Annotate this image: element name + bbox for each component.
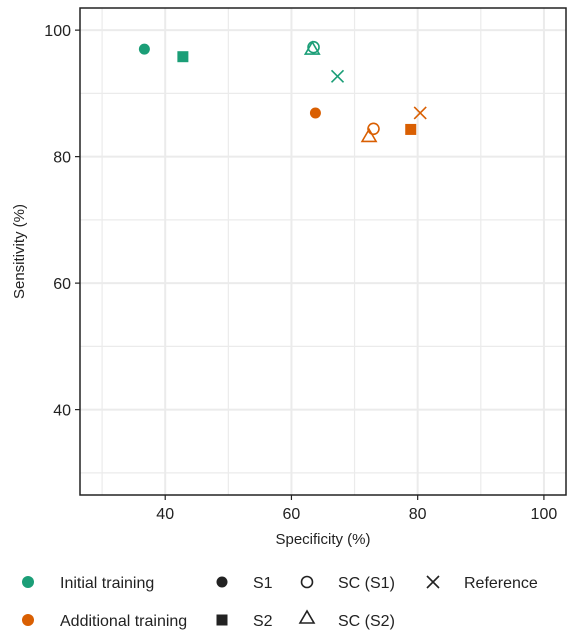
data-point	[307, 40, 320, 54]
legend-color-swatch	[22, 576, 34, 588]
x-tick-label: 100	[531, 506, 558, 523]
y-axis-title: Sensitivity (%)	[11, 204, 28, 299]
legend-shape-label: S1	[253, 575, 273, 592]
legend-shape-label: SC (S2)	[338, 613, 395, 630]
y-tick-label: 60	[53, 276, 71, 293]
legend-shape-label: Reference	[464, 575, 538, 592]
data-point	[360, 127, 378, 143]
legend-shape-swatch	[298, 609, 316, 624]
y-tick-label: 80	[53, 150, 71, 167]
legend-shape-swatch	[216, 614, 228, 626]
legend-color-swatch	[22, 614, 34, 626]
legend-shape-label: S2	[253, 613, 273, 630]
data-point	[309, 107, 321, 119]
x-axis-title: Specificity (%)	[275, 531, 370, 548]
data-point	[367, 122, 380, 136]
data-point	[303, 40, 321, 55]
legend-color-label: Additional training	[60, 613, 187, 630]
legend-shape-swatch	[426, 575, 440, 589]
legend-color-label: Initial training	[60, 575, 154, 592]
legend-shape-label: SC (S1)	[338, 575, 395, 592]
legend: Initial training Additional training S1 S2 S…	[22, 575, 538, 630]
x-tick-label: 60	[283, 506, 301, 523]
grid	[80, 8, 566, 495]
plot-frame	[79, 7, 567, 496]
data-point	[177, 51, 189, 63]
axis-ticks: 40 60 80 100 40 60 80 100	[44, 23, 557, 523]
data-point	[405, 123, 417, 135]
data-points	[138, 40, 427, 143]
x-tick-label: 80	[409, 506, 427, 523]
data-point	[413, 106, 427, 120]
x-tick-label: 40	[156, 506, 174, 523]
data-point	[138, 43, 150, 55]
data-point	[330, 69, 345, 83]
legend-shape-swatch	[216, 576, 228, 588]
y-tick-label: 100	[44, 23, 71, 40]
legend-shape-swatch	[300, 575, 314, 589]
y-tick-label: 40	[53, 403, 71, 420]
